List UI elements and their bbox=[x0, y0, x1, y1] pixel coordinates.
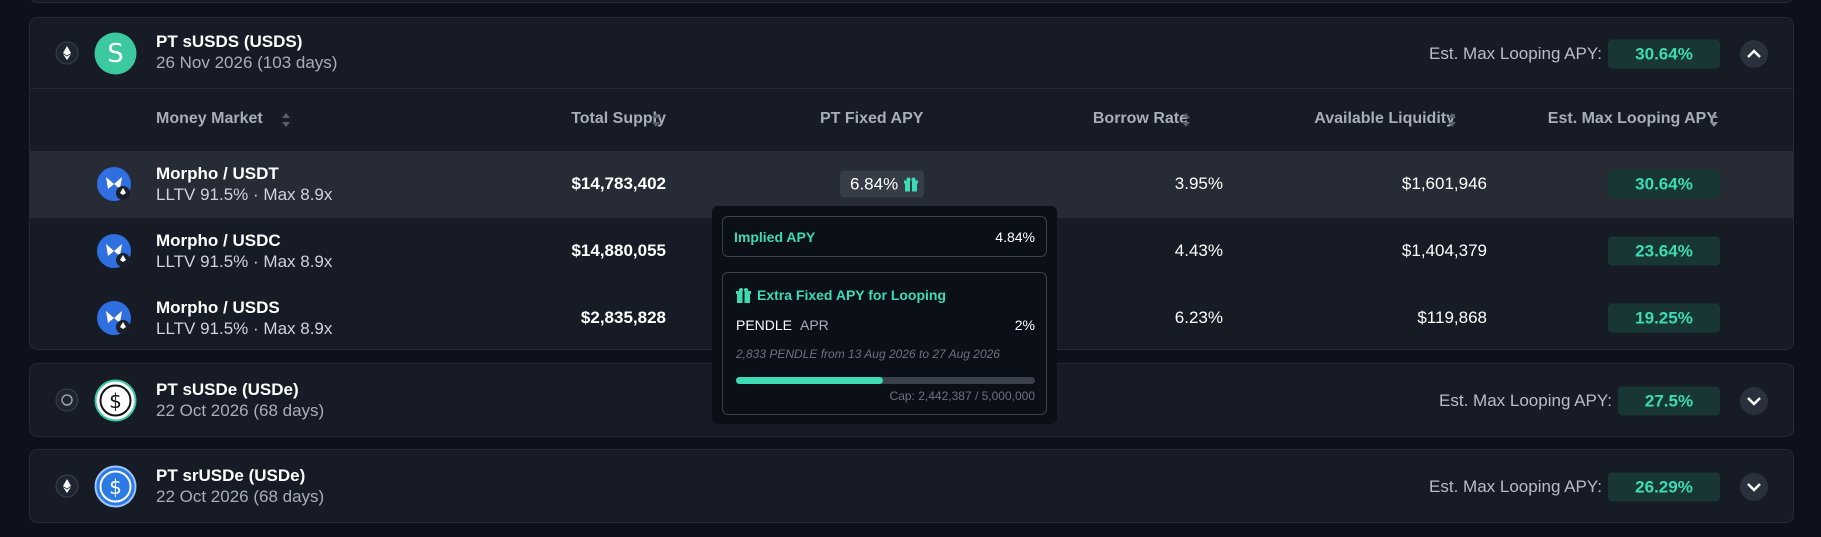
market-cell: Morpho / USDT LLTV 91.5% · Max 8.9x bbox=[156, 163, 332, 205]
table-header: Money Market Total Supply PT Fixed APY B… bbox=[30, 89, 1793, 151]
token-logo: S bbox=[94, 32, 137, 75]
implied-label: Implied APY bbox=[734, 229, 816, 245]
gift-icon bbox=[904, 177, 919, 191]
group-header: S PT sUSDS (USDS) 26 Nov 2026 (103 days)… bbox=[30, 18, 1793, 89]
market-details: LLTV 91.5% · Max 8.9x bbox=[156, 185, 333, 204]
column-header[interactable]: Borrow Rate bbox=[1092, 110, 1188, 127]
sort-icon bbox=[282, 113, 290, 127]
column-header[interactable]: Total Supply bbox=[571, 110, 666, 127]
column-header[interactable]: Money Market bbox=[156, 110, 263, 127]
apy-pill: 30.64% bbox=[1608, 39, 1720, 69]
available-liquidity: $1,404,379 bbox=[1401, 241, 1487, 260]
group-date: 22 Oct 2026 (68 days) bbox=[156, 487, 325, 506]
apy-label: Est. Max Looping APY: bbox=[1439, 391, 1612, 410]
sort-icon bbox=[1182, 113, 1190, 127]
chain-icon bbox=[55, 41, 79, 65]
column-header[interactable]: Available Liquidity bbox=[1314, 110, 1455, 127]
sort-icon bbox=[1448, 113, 1456, 127]
column-header[interactable]: Est. Max Looping APY bbox=[1547, 110, 1717, 127]
token-name: PENDLE bbox=[736, 317, 793, 333]
group-date: 22 Oct 2026 (68 days) bbox=[156, 401, 325, 420]
reward-note: 2,833 PENDLE from 13 Aug 2026 to 27 Aug … bbox=[736, 347, 1000, 361]
pt-fixed-apy-badge[interactable]: 6.84% bbox=[840, 170, 925, 198]
svg-text:$: $ bbox=[109, 475, 122, 499]
sort-icon bbox=[652, 113, 660, 127]
looping-apy: 23.64% bbox=[1608, 236, 1720, 266]
market-details: LLTV 91.5% · Max 8.9x bbox=[156, 252, 333, 271]
pt-fixed-apy: 6.84% bbox=[850, 174, 899, 193]
token-logo: $ bbox=[94, 379, 137, 422]
market-cell: Morpho / USDC LLTV 91.5% · Max 8.9x bbox=[156, 230, 332, 272]
table-row[interactable]: Morpho / USDS LLTV 91.5% · Max 8.9x $2,83… bbox=[30, 285, 1793, 352]
market-name: Morpho / USDS bbox=[156, 298, 280, 317]
cap-label: Cap: 2,442,387 / 5,000,000 bbox=[889, 389, 1035, 403]
cap-bar-fill bbox=[736, 377, 883, 384]
group-title: PT sUSDS (USDS) bbox=[156, 32, 303, 51]
apy-label: Est. Max Looping APY: bbox=[1429, 44, 1602, 63]
looping-apy: 19.25% bbox=[1608, 303, 1720, 333]
available-liquidity: $119,868 bbox=[1417, 308, 1487, 327]
market-details: LLTV 91.5% · Max 8.9x bbox=[156, 319, 333, 338]
extra-box: Extra Fixed APY for Looping PENDLE APR 2… bbox=[722, 272, 1047, 415]
expand-button[interactable] bbox=[1740, 473, 1768, 501]
borrow-rate: 4.43% bbox=[1174, 241, 1223, 260]
previous-card bbox=[29, 0, 1794, 3]
extra-title: Extra Fixed APY for Looping bbox=[757, 287, 947, 303]
market-name: Morpho / USDT bbox=[156, 164, 279, 183]
borrow-rate: 3.95% bbox=[1174, 174, 1223, 193]
implied-value: 4.84% bbox=[995, 229, 1035, 245]
chain-icon bbox=[55, 474, 79, 498]
market-group[interactable]: $ PT srUSDe (USDe) 22 Oct 2026 (68 days)… bbox=[29, 449, 1794, 523]
table-row[interactable]: Morpho / USDC LLTV 91.5% · Max 8.9x $14,8… bbox=[30, 218, 1793, 285]
chain-icon bbox=[55, 388, 79, 412]
market-name: Morpho / USDC bbox=[156, 231, 281, 250]
token-metric: APR bbox=[800, 317, 829, 333]
total-supply: $2,835,828 bbox=[580, 308, 666, 327]
svg-text:S: S bbox=[107, 39, 124, 69]
cap-bar-track bbox=[736, 377, 1035, 384]
market-icon bbox=[97, 234, 131, 268]
looping-apy: 30.64% bbox=[1608, 169, 1720, 199]
implied-box: Implied APY 4.84% bbox=[722, 216, 1047, 257]
market-cell: Morpho / USDS LLTV 91.5% · Max 8.9x bbox=[156, 297, 332, 339]
expand-button[interactable] bbox=[1740, 387, 1768, 415]
apy-label: Est. Max Looping APY: bbox=[1429, 477, 1602, 496]
market-icon bbox=[97, 301, 131, 335]
token-value: 2% bbox=[1014, 317, 1035, 333]
gift-icon bbox=[736, 288, 751, 303]
market-icon bbox=[97, 167, 131, 201]
sort-icon bbox=[1710, 113, 1718, 127]
total-supply: $14,880,055 bbox=[571, 241, 666, 260]
column-header: PT Fixed APY bbox=[820, 110, 924, 127]
apy-pill: 27.5% bbox=[1618, 386, 1720, 416]
token-logo: $ bbox=[94, 465, 137, 508]
apy-pill: 26.29% bbox=[1608, 472, 1720, 502]
available-liquidity: $1,601,946 bbox=[1401, 174, 1487, 193]
borrow-rate: 6.23% bbox=[1174, 308, 1223, 327]
group-title: PT sUSDe (USDe) bbox=[156, 380, 299, 399]
svg-text:$: $ bbox=[109, 389, 122, 413]
apy-tooltip: Implied APY 4.84% Extra Fixed APY for Lo… bbox=[712, 206, 1057, 424]
collapse-button[interactable] bbox=[1740, 40, 1768, 68]
group-date: 26 Nov 2026 (103 days) bbox=[156, 53, 338, 72]
group-title: PT srUSDe (USDe) bbox=[156, 466, 306, 485]
total-supply: $14,783,402 bbox=[571, 174, 666, 193]
